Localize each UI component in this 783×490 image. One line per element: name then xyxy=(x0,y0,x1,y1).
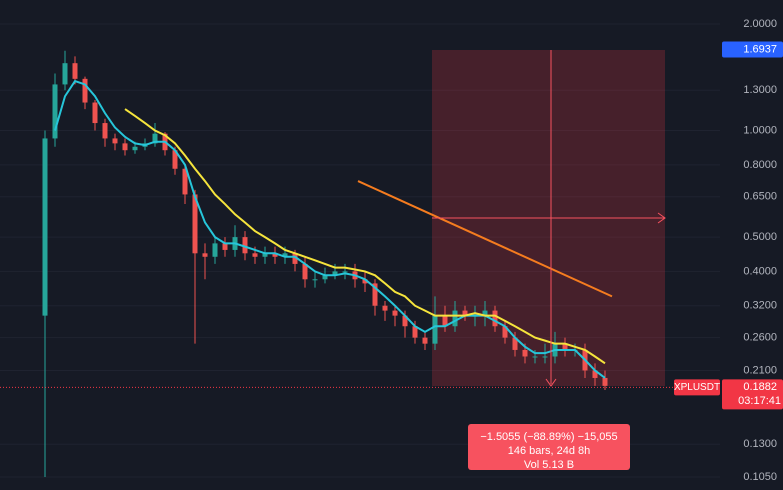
candle-body xyxy=(282,253,288,257)
candle-body xyxy=(122,143,128,151)
candle-body xyxy=(382,305,388,311)
moving-average xyxy=(54,79,606,379)
candle-body xyxy=(332,271,338,276)
candle-body xyxy=(502,326,508,338)
y-tick-label: 2.0000 xyxy=(743,18,777,30)
candle-body xyxy=(252,253,258,257)
y-tick-label: 0.5000 xyxy=(743,231,777,243)
measure-arrow-down xyxy=(545,378,557,387)
candle-body xyxy=(262,253,268,257)
candle-body xyxy=(42,138,48,316)
candle-body xyxy=(342,271,348,273)
candle-body xyxy=(62,63,68,85)
y-tick-label: 0.1050 xyxy=(743,471,777,483)
candle-body xyxy=(102,123,108,139)
candle-body xyxy=(422,337,428,344)
candle-body xyxy=(482,310,488,316)
candle-body xyxy=(592,370,598,378)
candle-body xyxy=(202,253,208,257)
candle-body xyxy=(452,310,458,327)
high-badge xyxy=(722,41,783,58)
candle-body xyxy=(492,310,498,327)
measure-arrow-right xyxy=(657,212,666,224)
symbol-label: XPLUSDT xyxy=(674,382,720,393)
measure-change: −1.5055 (−88.89%) −15,055 xyxy=(480,431,617,443)
candle-body xyxy=(302,263,308,280)
measure-tooltip xyxy=(468,424,630,470)
candle-body xyxy=(212,243,218,257)
trend-line xyxy=(357,180,613,298)
candle-body xyxy=(52,84,58,139)
candle-body xyxy=(432,315,438,344)
y-tick-label: 0.2600 xyxy=(743,332,777,344)
candle-body xyxy=(182,168,188,195)
y-tick-label: 1.0000 xyxy=(743,124,777,136)
candle-body xyxy=(112,138,118,144)
candle-body xyxy=(542,356,548,358)
candle-body xyxy=(322,275,328,280)
grid xyxy=(0,23,720,478)
candle-body xyxy=(402,315,408,327)
y-tick-label: 0.6500 xyxy=(743,191,777,203)
candle-body xyxy=(292,253,298,264)
high-badge-label: 1.6937 xyxy=(743,43,777,55)
y-tick-label: 0.8000 xyxy=(743,159,777,171)
candle-body xyxy=(242,237,248,254)
symbol-badge xyxy=(674,379,720,396)
last-price-badge xyxy=(722,379,783,410)
countdown-label: 03:17:41 xyxy=(738,395,781,407)
candle-body xyxy=(462,310,468,316)
candle-body xyxy=(132,146,138,151)
candle-body xyxy=(172,150,178,169)
candle-body xyxy=(372,283,378,306)
measure-bars: 146 bars, 24d 8h xyxy=(508,445,591,457)
candle-body xyxy=(522,349,528,357)
y-tick-label: 0.3200 xyxy=(743,300,777,312)
y-tick-label: 0.2100 xyxy=(743,364,777,376)
price-axis: 2.0000 1.3000 1.0000 0.8000 0.6500 0.5000 0.40… xyxy=(674,18,783,483)
y-tick-label: 1.3000 xyxy=(743,84,777,96)
candle-body xyxy=(312,279,318,281)
candle-body xyxy=(512,337,518,350)
candle-body xyxy=(272,253,278,257)
candle-body xyxy=(362,279,368,284)
candle-body xyxy=(82,78,88,103)
candle-body xyxy=(412,326,418,338)
candle-body xyxy=(392,310,398,316)
candle-body xyxy=(442,315,448,327)
candle-body xyxy=(222,243,228,250)
y-tick-label: 0.1300 xyxy=(743,438,777,450)
measure-volume: Vol 5.13 B xyxy=(524,459,574,471)
plot xyxy=(0,50,720,478)
candle-body xyxy=(192,194,198,254)
moving-average xyxy=(124,108,606,365)
candle-body xyxy=(562,343,568,350)
candle-body xyxy=(602,377,608,386)
last-price-label: 0.1882 xyxy=(743,381,777,393)
candle-body xyxy=(72,63,78,79)
y-tick-label: 0.4000 xyxy=(743,265,777,277)
candle-body xyxy=(152,133,158,144)
candle-body xyxy=(92,102,98,124)
candle-body xyxy=(532,356,538,358)
